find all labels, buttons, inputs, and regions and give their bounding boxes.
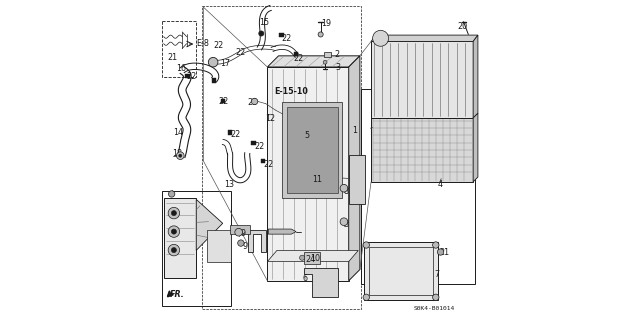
Bar bbox=[261, 159, 266, 163]
Text: 22: 22 bbox=[236, 48, 246, 57]
Text: 1: 1 bbox=[352, 126, 357, 135]
Circle shape bbox=[363, 294, 369, 300]
Polygon shape bbox=[164, 198, 196, 278]
Circle shape bbox=[237, 240, 244, 246]
Polygon shape bbox=[196, 199, 223, 250]
Text: 8: 8 bbox=[343, 220, 348, 229]
Text: 24: 24 bbox=[306, 255, 316, 263]
Text: 22: 22 bbox=[186, 72, 196, 81]
Text: 20: 20 bbox=[457, 22, 467, 31]
Polygon shape bbox=[473, 113, 478, 182]
Bar bbox=[252, 141, 256, 145]
Text: 22: 22 bbox=[230, 130, 240, 139]
Circle shape bbox=[172, 211, 177, 216]
Circle shape bbox=[172, 248, 177, 253]
Polygon shape bbox=[349, 56, 360, 281]
Polygon shape bbox=[268, 67, 349, 281]
Polygon shape bbox=[268, 250, 358, 262]
Text: 18: 18 bbox=[173, 149, 182, 158]
Circle shape bbox=[363, 242, 369, 248]
Text: 22: 22 bbox=[255, 142, 265, 151]
Polygon shape bbox=[371, 35, 478, 41]
Circle shape bbox=[252, 98, 258, 105]
Text: 14: 14 bbox=[173, 128, 183, 137]
Bar bbox=[280, 33, 284, 37]
Text: 19: 19 bbox=[321, 19, 332, 27]
Text: E-15-10: E-15-10 bbox=[275, 87, 308, 96]
Bar bbox=[162, 21, 196, 77]
Text: 15: 15 bbox=[259, 18, 269, 26]
Polygon shape bbox=[371, 41, 473, 118]
Text: 22: 22 bbox=[281, 34, 291, 43]
Circle shape bbox=[323, 60, 327, 64]
Circle shape bbox=[372, 30, 388, 46]
Bar bbox=[230, 225, 250, 234]
Circle shape bbox=[318, 32, 323, 37]
Text: 17: 17 bbox=[220, 59, 230, 68]
Text: 9: 9 bbox=[242, 242, 247, 251]
Text: 11: 11 bbox=[312, 175, 322, 184]
Circle shape bbox=[172, 229, 177, 234]
Polygon shape bbox=[364, 242, 438, 300]
Polygon shape bbox=[268, 56, 360, 67]
Circle shape bbox=[177, 152, 184, 160]
Bar bbox=[228, 130, 232, 135]
Text: S0K4-B01014: S0K4-B01014 bbox=[413, 306, 454, 311]
Text: 7: 7 bbox=[435, 270, 440, 278]
Text: 22: 22 bbox=[218, 97, 229, 106]
Text: 4: 4 bbox=[438, 180, 443, 189]
Text: 10: 10 bbox=[310, 254, 320, 263]
Polygon shape bbox=[371, 118, 473, 182]
Text: FR.: FR. bbox=[170, 290, 184, 299]
Text: 2: 2 bbox=[334, 50, 339, 59]
Bar bbox=[207, 230, 230, 262]
Circle shape bbox=[259, 31, 264, 36]
Text: 12: 12 bbox=[265, 114, 275, 123]
Bar bbox=[202, 6, 362, 309]
Text: 16: 16 bbox=[177, 64, 186, 73]
Text: 3: 3 bbox=[335, 63, 340, 72]
Circle shape bbox=[168, 207, 180, 219]
Circle shape bbox=[340, 218, 348, 226]
Circle shape bbox=[235, 228, 243, 236]
Bar bbox=[221, 99, 225, 103]
Polygon shape bbox=[349, 155, 365, 204]
Circle shape bbox=[168, 226, 180, 237]
Text: 8: 8 bbox=[343, 187, 348, 196]
Text: 6: 6 bbox=[303, 274, 307, 283]
Polygon shape bbox=[248, 230, 266, 252]
Circle shape bbox=[433, 294, 439, 300]
Circle shape bbox=[179, 154, 182, 157]
Circle shape bbox=[209, 57, 218, 67]
Text: 22: 22 bbox=[213, 41, 223, 50]
Bar bbox=[362, 89, 475, 284]
Polygon shape bbox=[473, 35, 478, 118]
Polygon shape bbox=[304, 268, 337, 297]
Text: 23: 23 bbox=[247, 98, 257, 107]
Polygon shape bbox=[287, 107, 337, 193]
Text: 21: 21 bbox=[439, 248, 449, 257]
Polygon shape bbox=[268, 229, 296, 234]
Text: 22: 22 bbox=[294, 54, 304, 63]
Text: 21: 21 bbox=[168, 53, 178, 62]
Circle shape bbox=[433, 242, 439, 248]
Circle shape bbox=[437, 249, 444, 255]
Bar bbox=[294, 52, 298, 56]
Bar bbox=[304, 252, 320, 264]
Bar bbox=[162, 191, 230, 306]
Circle shape bbox=[168, 244, 180, 256]
Circle shape bbox=[300, 255, 305, 260]
Circle shape bbox=[168, 191, 175, 197]
Circle shape bbox=[340, 184, 348, 192]
Text: 22: 22 bbox=[263, 160, 273, 169]
Text: 9: 9 bbox=[240, 229, 245, 238]
Polygon shape bbox=[282, 102, 342, 198]
Bar bbox=[212, 78, 216, 83]
Text: E-8: E-8 bbox=[196, 39, 209, 48]
Text: 13: 13 bbox=[223, 180, 234, 189]
Bar bbox=[186, 74, 190, 78]
Bar bbox=[324, 52, 331, 57]
Text: 5: 5 bbox=[305, 131, 310, 140]
